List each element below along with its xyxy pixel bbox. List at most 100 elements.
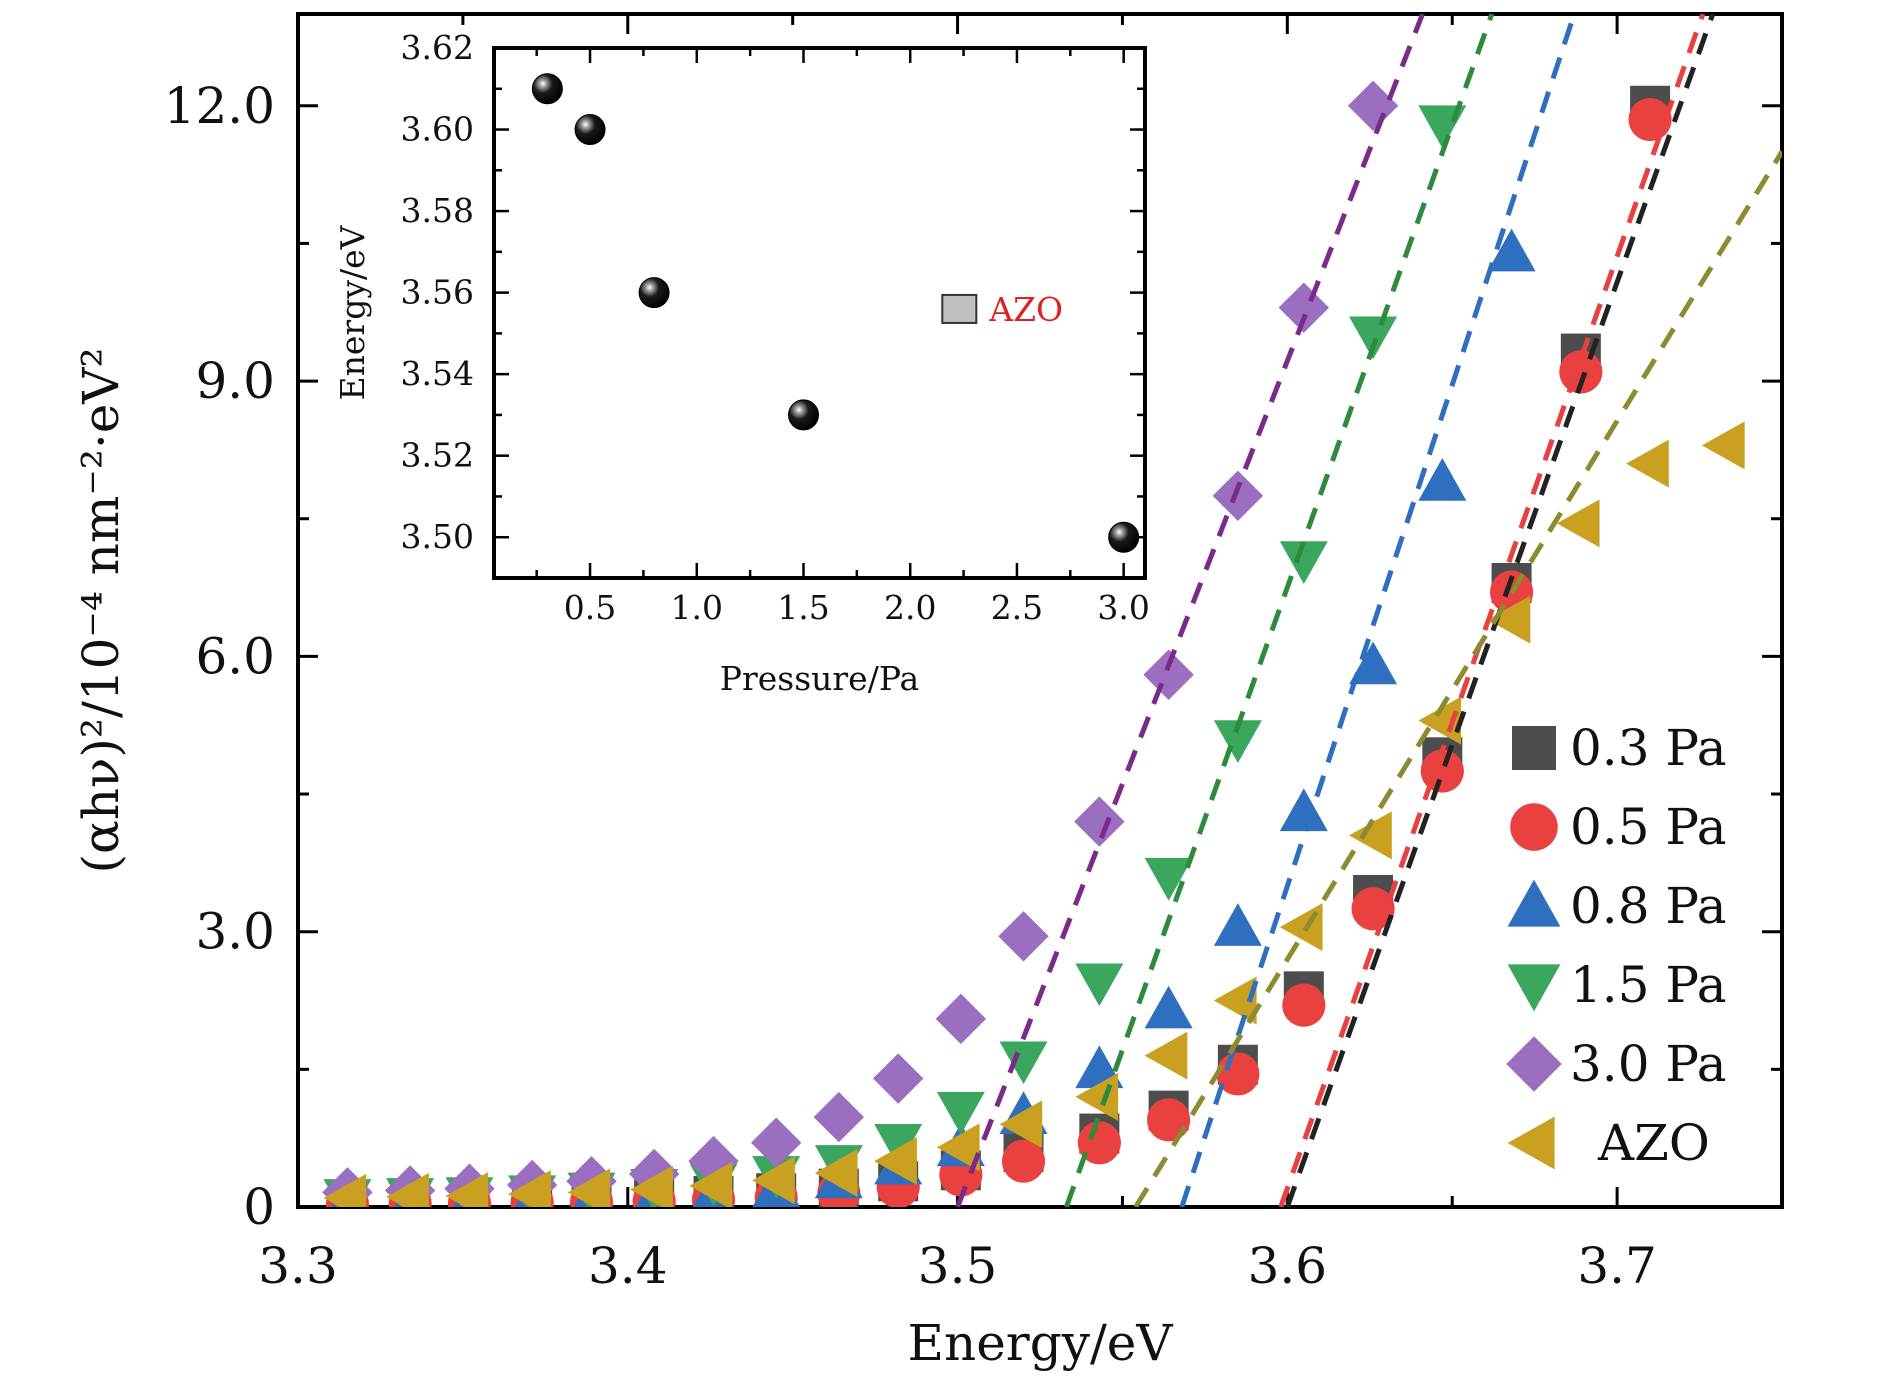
data-point	[1487, 595, 1531, 644]
legend-marker	[1507, 964, 1561, 1012]
inset-x-tick-label: 2.0	[884, 588, 936, 627]
data-point	[999, 1041, 1048, 1085]
data-markers	[322, 80, 1745, 1207]
x-axis-label: Energy/eV	[908, 1314, 1174, 1372]
data-point	[1349, 316, 1398, 360]
data-point	[445, 1171, 489, 1207]
inset-x-axis-label: Pressure/Pa	[720, 659, 919, 698]
legend-marker	[1510, 803, 1558, 851]
data-point	[872, 1053, 924, 1104]
data-point	[323, 1173, 367, 1207]
legend-label: 3.0 Pa	[1570, 1035, 1727, 1093]
data-point	[999, 1100, 1043, 1149]
azo-reference-marker	[941, 293, 978, 324]
data-point	[1487, 228, 1536, 272]
fit-line	[1278, 14, 1706, 1207]
data-point	[1144, 857, 1193, 901]
series-5	[323, 421, 1745, 1207]
inset-y-axis-label: Energy/eV	[333, 224, 372, 400]
data-point	[688, 1135, 739, 1187]
inset-y-tick-label: 3.56	[401, 273, 474, 312]
data-point	[1701, 421, 1745, 470]
data-point	[874, 1124, 923, 1167]
data-point	[1556, 499, 1600, 548]
y-tick-label: 0	[243, 1178, 275, 1236]
data-point	[998, 911, 1049, 962]
data-point	[935, 993, 987, 1045]
data-point	[1626, 439, 1669, 488]
x-tick-label: 3.6	[1248, 1237, 1328, 1295]
data-point	[1075, 963, 1124, 1007]
data-point	[1279, 541, 1328, 585]
inset-x-tick-label: 1.0	[671, 588, 723, 627]
inset-y-tick-label: 3.58	[401, 191, 474, 230]
inset-data-point	[787, 399, 819, 431]
data-point	[1418, 696, 1462, 745]
data-point	[752, 1156, 795, 1205]
inset-plot: 0.5 1.0 1.5 2.0 2.5 3.0 3.50 3.52 3.54 3.56 3.58 3.…	[333, 28, 1150, 698]
inset-y-tick-label: 3.62	[401, 28, 474, 67]
data-point	[874, 1137, 917, 1186]
fit-lines	[955, 14, 1782, 1207]
data-point	[1349, 811, 1392, 860]
legend-label: 1.5 Pa	[1570, 956, 1727, 1014]
data-point	[630, 1165, 673, 1207]
legend-label: 0.8 Pa	[1570, 877, 1727, 935]
data-point	[1077, 1121, 1121, 1165]
inset-x-tick-label: 2.5	[991, 588, 1043, 627]
main-plot: 3.3 3.4 3.5 3.6 3.7 0 3.0 6.0 9.0 12.0 Energy/eV (α…	[72, 12, 1784, 1372]
y-tick-label: 3.0	[195, 903, 275, 961]
legend-label: AZO	[1597, 1114, 1710, 1172]
fit-line	[1133, 150, 1782, 1207]
data-point	[1282, 983, 1326, 1027]
legend-marker	[1507, 1116, 1555, 1170]
x-tick-label: 3.5	[918, 1237, 998, 1295]
data-point	[1213, 976, 1257, 1025]
inset-data-point	[638, 277, 670, 309]
data-point	[1143, 649, 1194, 700]
y-tick-label: 12.0	[164, 77, 275, 135]
inset-data-point	[1108, 521, 1140, 553]
data-point	[1278, 282, 1330, 333]
fit-line	[1179, 14, 1577, 1207]
inset-y-tick-label: 3.50	[401, 517, 474, 556]
inset-plot-frame	[492, 46, 1147, 580]
data-point	[1628, 97, 1672, 142]
fit-line	[1064, 14, 1495, 1207]
data-point	[1349, 641, 1398, 685]
inset-x-tick-label: 1.5	[777, 588, 829, 627]
data-point	[814, 1149, 858, 1198]
data-point	[1212, 470, 1264, 521]
inset-data-point	[574, 114, 606, 146]
inset-x-tick-label: 3.0	[1097, 588, 1149, 627]
legend-marker	[1507, 879, 1561, 927]
y-tick-label: 6.0	[195, 627, 275, 685]
inset-series-0	[531, 73, 1140, 553]
main-plot-frame	[296, 12, 1784, 1209]
azo-annotation-label: AZO	[988, 290, 1063, 329]
x-tick-label: 3.7	[1577, 1237, 1657, 1295]
data-point	[1144, 985, 1193, 1029]
data-point	[1001, 1139, 1046, 1183]
inset-y-tick-label: 3.60	[401, 110, 474, 149]
legend-label: 0.3 Pa	[1570, 719, 1727, 777]
data-point	[1074, 796, 1125, 847]
data-point	[689, 1161, 733, 1207]
data-point	[813, 1091, 865, 1143]
data-point	[1213, 720, 1262, 763]
data-point	[567, 1168, 611, 1207]
data-point	[1279, 903, 1323, 952]
x-tick-label: 3.3	[258, 1237, 338, 1295]
data-point	[1213, 903, 1262, 946]
inset-data-point	[531, 73, 563, 105]
data-point	[1144, 1031, 1188, 1080]
data-point	[1347, 80, 1399, 131]
data-point	[386, 1172, 429, 1207]
legend-label: 0.5 Pa	[1570, 798, 1727, 856]
data-point	[1279, 788, 1328, 832]
legend: 0.3 Pa 0.5 Pa 0.8 Pa 1.5 Pa 3.0 Pa AZO	[1506, 719, 1727, 1172]
y-axis-label: (αhν)²/10⁻⁴ nm⁻²·eV²	[72, 348, 130, 874]
inset-x-tick-label: 0.5	[564, 588, 616, 627]
